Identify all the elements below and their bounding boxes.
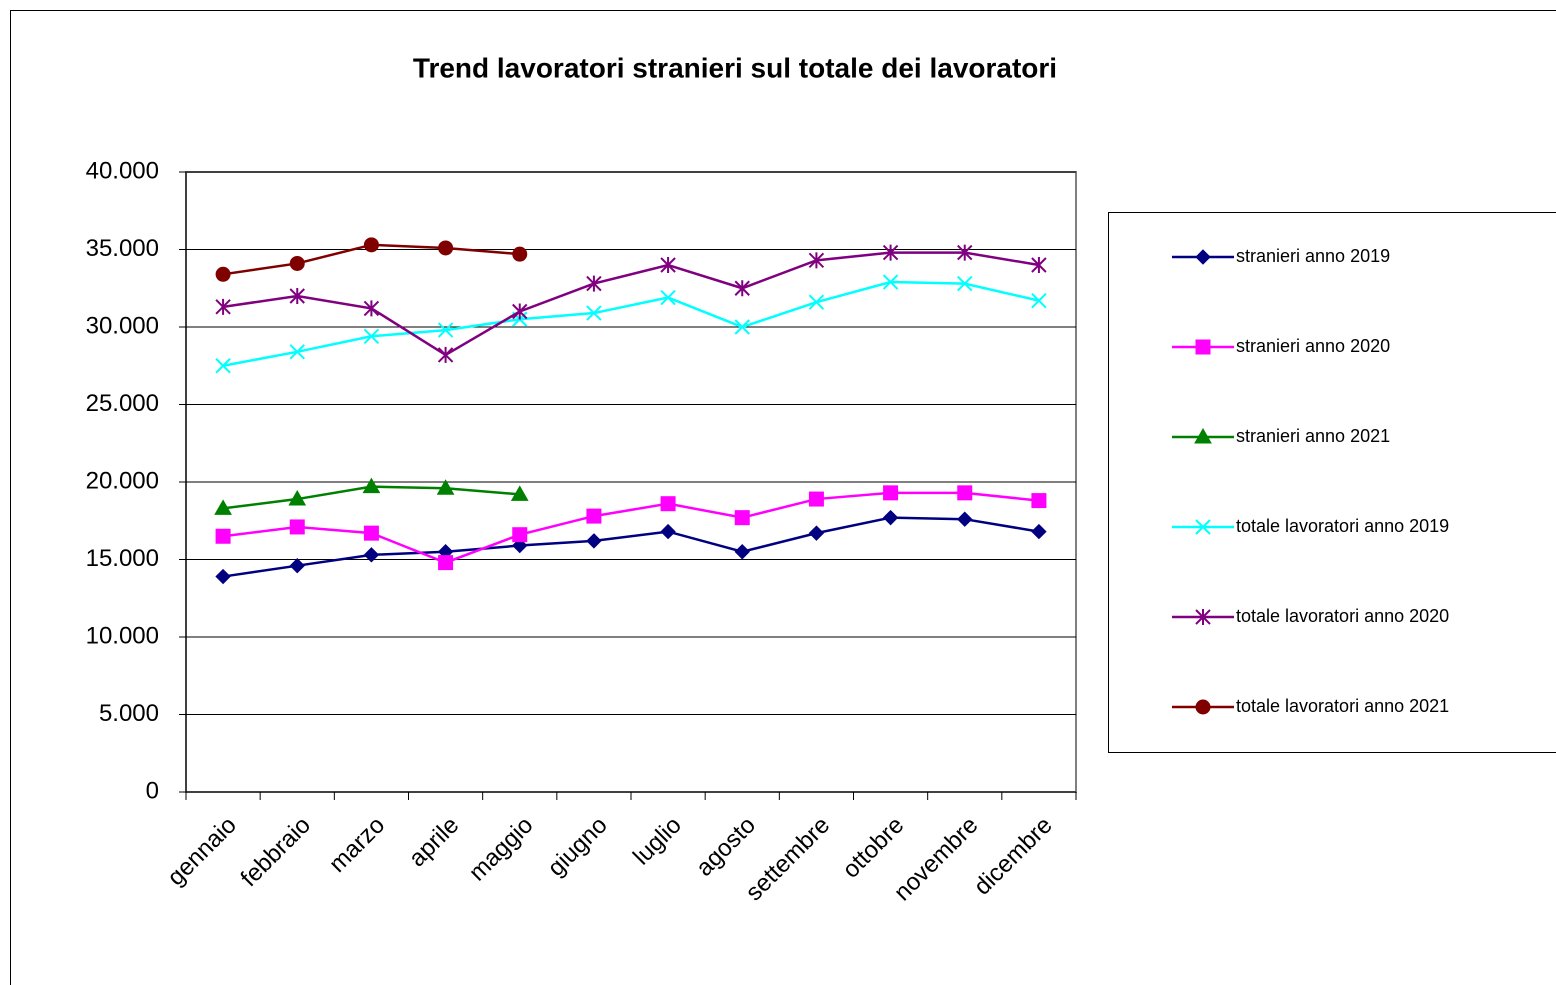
- marker: [808, 252, 825, 269]
- marker: [1031, 493, 1047, 509]
- marker: [586, 305, 602, 321]
- series-line: [222, 516, 1040, 578]
- legend-label: stranieri anno 2020: [1236, 336, 1390, 356]
- series-line: [222, 280, 1040, 367]
- marker: [289, 288, 305, 304]
- legend-label: totale lavoratori anno 2019: [1236, 516, 1449, 536]
- marker: [438, 240, 454, 256]
- marker: [957, 244, 973, 261]
- legend-label: stranieri anno 2019: [1236, 246, 1390, 266]
- marker: [214, 499, 232, 515]
- legend-marker: [1194, 427, 1212, 444]
- legend-marker: [1195, 339, 1211, 355]
- legend-label: stranieri anno 2021: [1236, 426, 1390, 446]
- marker: [363, 525, 379, 541]
- marker: [215, 266, 231, 282]
- legend-label: totale lavoratori anno 2021: [1236, 696, 1449, 716]
- marker: [586, 275, 602, 292]
- marker: [288, 490, 307, 506]
- marker: [512, 527, 528, 543]
- marker: [289, 344, 305, 360]
- marker: [289, 519, 305, 535]
- y-tick-label: 25.000: [86, 390, 159, 417]
- marker: [882, 244, 899, 261]
- marker: [1031, 292, 1047, 309]
- marker: [957, 485, 973, 501]
- marker: [586, 533, 602, 549]
- marker: [586, 508, 602, 524]
- marker: [363, 237, 379, 253]
- y-tick-label: 20.000: [86, 467, 159, 494]
- marker: [808, 525, 825, 541]
- marker: [1031, 523, 1047, 540]
- series-line: [222, 491, 1040, 564]
- legend-marker: [1195, 249, 1211, 265]
- legend-box: [1108, 212, 1556, 753]
- y-tick-label: 40.000: [86, 157, 159, 184]
- legend-marker: [1195, 519, 1211, 535]
- y-tick-label: 5.000: [99, 700, 159, 727]
- y-tick-label: 30.000: [86, 312, 159, 339]
- marker: [882, 274, 899, 290]
- marker: [215, 568, 231, 585]
- marker: [512, 303, 528, 320]
- marker: [363, 300, 380, 317]
- marker: [734, 510, 750, 526]
- marker: [438, 555, 454, 571]
- marker: [363, 328, 380, 345]
- marker: [1031, 257, 1047, 273]
- y-tick-label: 10.000: [86, 622, 159, 649]
- marker: [660, 496, 676, 512]
- marker: [734, 280, 750, 297]
- chart-title: Trend lavoratori stranieri sul totale de…: [413, 52, 1057, 83]
- legend-marker: [1195, 609, 1211, 625]
- marker: [363, 547, 380, 563]
- marker: [734, 544, 750, 560]
- marker: [808, 294, 825, 310]
- series-line: [222, 251, 1040, 357]
- marker: [437, 322, 454, 338]
- marker: [660, 257, 676, 273]
- marker: [660, 289, 676, 306]
- marker: [957, 275, 973, 292]
- marker: [215, 528, 231, 544]
- marker: [882, 509, 899, 526]
- marker: [957, 511, 973, 527]
- marker: [289, 255, 305, 271]
- marker: [436, 479, 455, 495]
- marker: [734, 319, 750, 335]
- y-tick-label: 0: [146, 777, 159, 804]
- marker: [215, 358, 231, 374]
- marker: [510, 485, 529, 501]
- marker: [437, 346, 454, 363]
- legend-marker: [1195, 699, 1211, 715]
- marker: [362, 477, 381, 494]
- y-tick-label: 15.000: [86, 545, 159, 572]
- marker: [512, 246, 528, 262]
- legend-label: totale lavoratori anno 2020: [1236, 606, 1449, 626]
- y-tick-label: 35.000: [86, 235, 159, 262]
- marker: [883, 485, 899, 501]
- marker: [289, 557, 305, 574]
- marker: [660, 523, 676, 540]
- marker: [808, 491, 824, 507]
- marker: [215, 298, 231, 315]
